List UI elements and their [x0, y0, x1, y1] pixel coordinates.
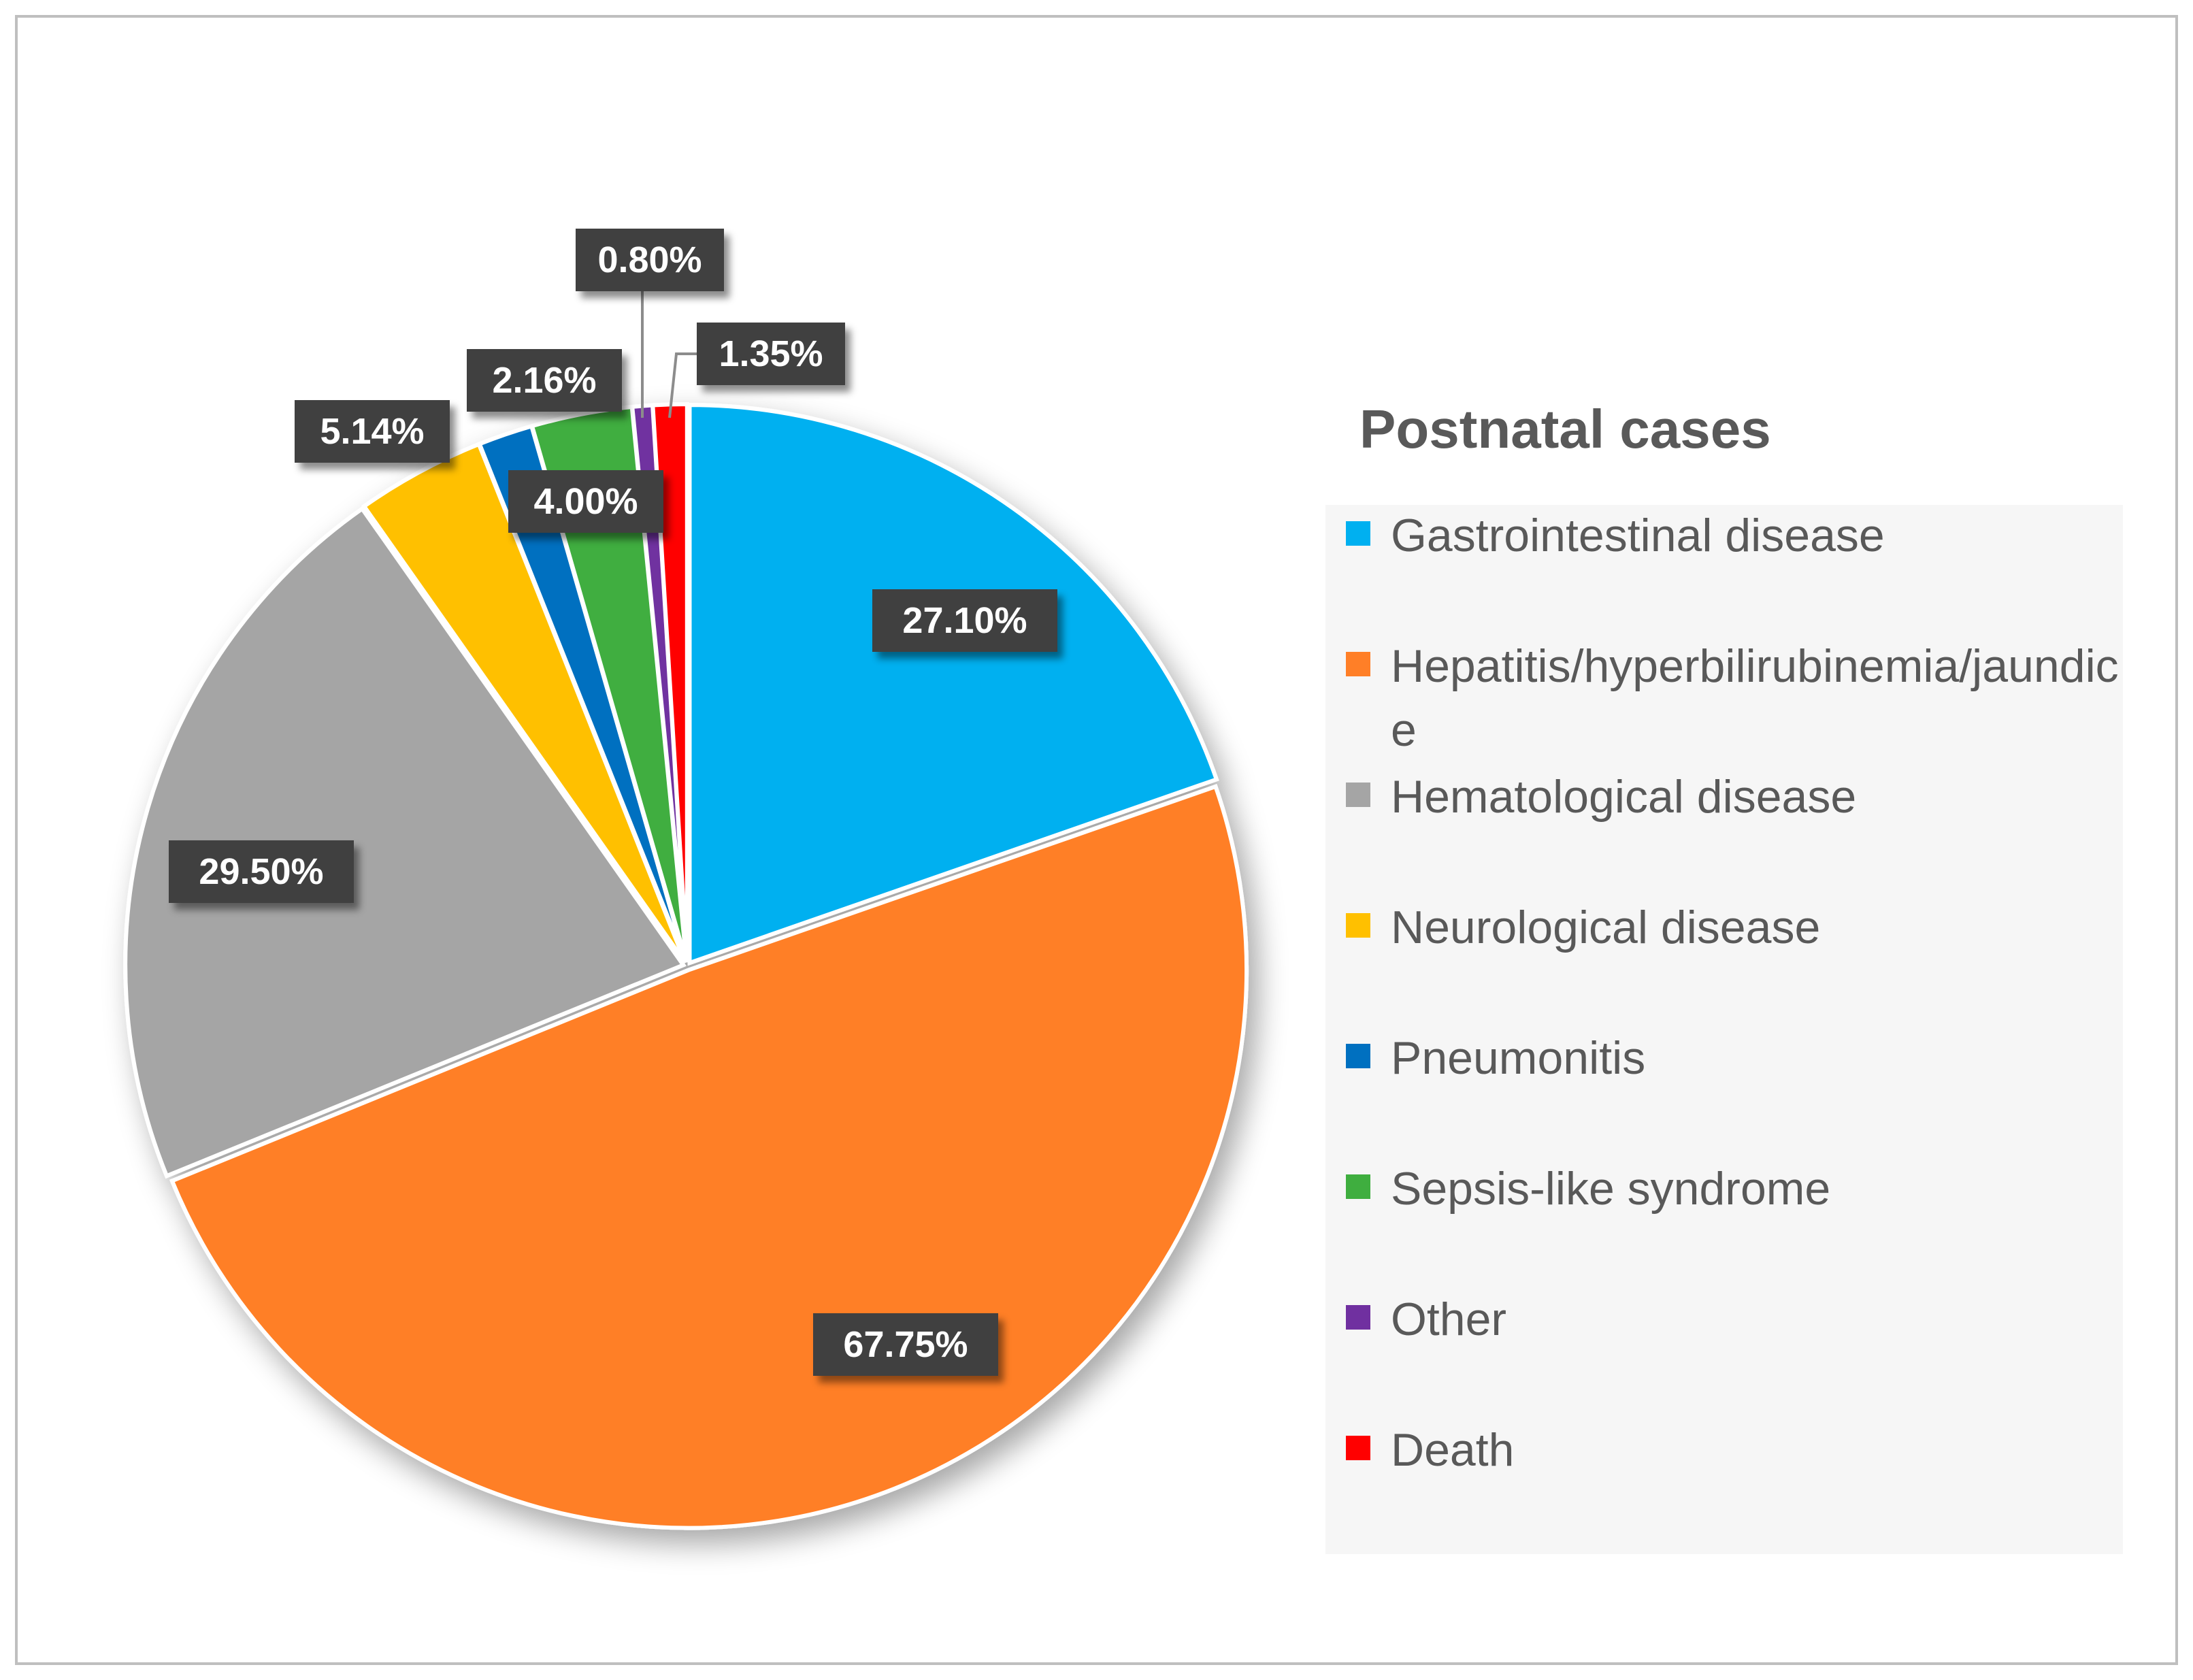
legend-title: Postnatal cases: [1359, 399, 1771, 459]
legend-swatch: [1346, 521, 1370, 546]
legend-swatch: [1346, 1044, 1370, 1068]
legend-swatch: [1346, 652, 1370, 676]
legend-label: Death: [1391, 1424, 1515, 1476]
pie-slice-hematological-disease: [123, 506, 687, 1179]
legend-label: Gastrointestinal disease: [1391, 510, 1885, 561]
data-label-sepsis-like-syndrome: 4.00%: [508, 470, 663, 533]
legend-swatch: [1346, 783, 1370, 807]
pie-slice-gastrointestinal-disease: [687, 403, 1219, 966]
pie-slice-neurological-disease: [361, 441, 687, 964]
legend-label: Other: [1391, 1294, 1507, 1345]
legend-swatch: [1346, 1436, 1370, 1460]
legend-label: Sepsis-like syndrome: [1391, 1163, 1831, 1215]
legend-label: Neurological disease: [1391, 902, 1821, 953]
data-label-gastrointestinal-disease: 27.10%: [872, 589, 1057, 652]
legend-label: Pneumonitis: [1391, 1032, 1646, 1084]
legend-swatch: [1346, 1305, 1370, 1330]
legend-label: Hematological disease: [1391, 771, 1857, 823]
data-label-death: 1.35%: [697, 323, 845, 385]
data-label-neurological-disease: 5.14%: [295, 400, 450, 463]
leader-line-death: [668, 352, 697, 418]
data-label-hepatitis-hyperbilirubinemia-jaundice: 67.75%: [813, 1313, 998, 1376]
data-label-pneumonitis: 2.16%: [467, 349, 622, 412]
legend-label: Hepatitis/hyperbilirubinemia/jaundice: [1391, 640, 2119, 756]
legend-swatch: [1346, 913, 1370, 938]
legend-swatch: [1346, 1174, 1370, 1199]
legend: [1325, 505, 2123, 1554]
data-label-other: 0.80%: [576, 229, 724, 291]
data-label-hematological-disease: 29.50%: [169, 840, 354, 903]
